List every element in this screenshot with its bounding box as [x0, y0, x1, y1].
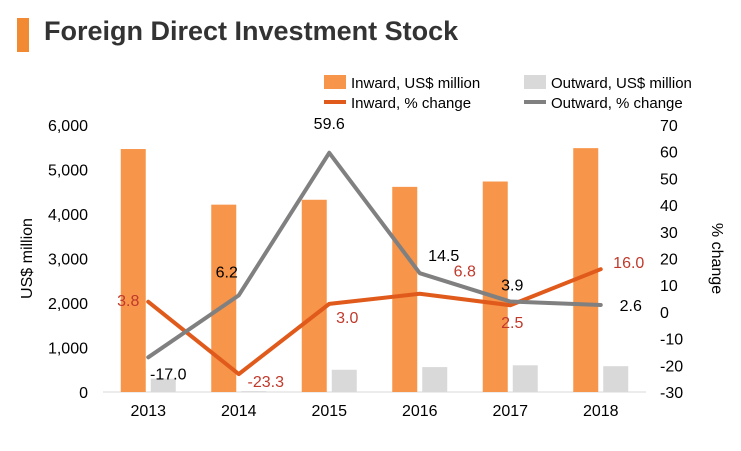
x-tick-label: 2017: [492, 403, 528, 420]
y-tick-label: 6,000: [48, 118, 88, 135]
y-tick-label: 2,000: [48, 296, 88, 313]
bar-outward: [512, 365, 538, 392]
inward-change-label: 3.8: [117, 293, 139, 310]
bar-inward: [482, 181, 508, 392]
inward-change-label: 2.5: [501, 315, 523, 332]
y-tick-label: 4,000: [48, 207, 88, 224]
x-tick-label: 2013: [130, 403, 166, 420]
bar-outward: [331, 369, 357, 392]
title-accent-bar: [17, 18, 29, 52]
x-tick-label: 2014: [221, 403, 257, 420]
legend-swatch-1: [524, 75, 546, 89]
bar-outward: [150, 378, 176, 392]
legend-label-0: Inward, US$ million: [351, 75, 480, 92]
outward-change-line: [146, 150, 603, 360]
x-tick-label: 2018: [583, 403, 619, 420]
bar-inward: [392, 186, 418, 392]
y2-tick-label: 20: [660, 252, 678, 269]
y-tick-label: 0: [79, 385, 88, 402]
x-tick-label: 2016: [402, 403, 438, 420]
inward-change-label: 6.8: [454, 264, 476, 281]
chart-title: Foreign Direct Investment Stock: [44, 16, 459, 46]
y2-tick-label: 30: [660, 225, 678, 242]
outward-change-label: 59.6: [314, 116, 345, 133]
y2-tick-label: -10: [660, 332, 683, 349]
bar-inward: [120, 149, 146, 392]
legend-label-1: Outward, US$ million: [551, 75, 692, 92]
y-tick-label: 3,000: [48, 252, 88, 269]
legend-label-3: Outward, % change: [551, 95, 683, 112]
outward-change-label: 6.2: [216, 264, 238, 281]
y-tick-label: 1,000: [48, 341, 88, 358]
y2-tick-label: 0: [660, 305, 669, 322]
bar-inward: [301, 199, 327, 392]
inward-change-line: [146, 267, 603, 377]
y2-tick-label: -30: [660, 385, 683, 402]
legend-label-2: Inward, % change: [351, 95, 471, 112]
y-tick-label: 5,000: [48, 163, 88, 180]
y2-tick-label: 70: [660, 118, 678, 135]
outward-change-label: 14.5: [428, 248, 459, 265]
bar-outward: [422, 367, 448, 392]
y2-tick-label: 10: [660, 278, 678, 295]
y2-tick-label: 40: [660, 198, 678, 215]
y-axis-title: US$ million: [19, 218, 36, 299]
inward-change-label: -23.3: [248, 374, 285, 391]
inward-change-label: 3.0: [336, 310, 358, 327]
outward-change-label: -17.0: [150, 366, 187, 383]
bar-outward: [603, 366, 629, 392]
x-tick-label: 2015: [311, 403, 347, 420]
outward-change-label: 2.6: [620, 298, 642, 315]
bar-outward: [241, 391, 267, 392]
outward-change-label: 3.9: [501, 277, 523, 294]
legend-swatch-0: [324, 75, 346, 89]
inward-change-label: 16.0: [613, 255, 644, 272]
y2-axis-title: % change: [708, 223, 725, 294]
y2-tick-label: 60: [660, 145, 678, 162]
y2-tick-label: 50: [660, 171, 678, 188]
y2-tick-label: -20: [660, 358, 683, 375]
